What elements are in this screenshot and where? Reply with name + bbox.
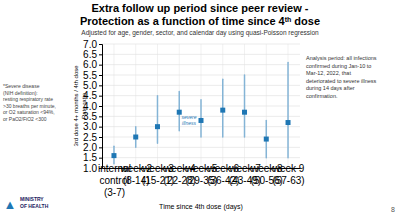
title-part: Protection as a function of time since 4 (80, 15, 286, 27)
y-tick-label: 5.0 (83, 80, 97, 91)
y-tick: 3.0 (83, 121, 102, 132)
plot: 1.01.52.02.53.03.54.04.55.05.56.06.57.0i… (83, 39, 305, 198)
severe-disease-note-line: resting respiratory rate (3, 96, 53, 102)
x-grid-line (201, 44, 202, 168)
error-bar (244, 75, 246, 137)
y-tick: 2.0 (83, 142, 102, 153)
y-tick-mark (99, 96, 102, 97)
error-bar (157, 96, 159, 144)
x-grid-line (288, 44, 289, 168)
x-grid-line (179, 44, 180, 168)
y-tick-label: 1.5 (83, 152, 97, 163)
y-axis-title-line: Rate ratio (81, 92, 87, 119)
analysis-note-line: confirmation. (306, 93, 338, 99)
point (199, 118, 204, 123)
title: Extra follow up period since peer review… (91, 2, 308, 14)
point (264, 137, 269, 142)
logo-text-line: OF HEALTH (20, 203, 49, 209)
y-tick-mark (99, 116, 102, 117)
plot-background (102, 44, 300, 168)
x-grid-line (157, 44, 158, 168)
y-tick: 2.5 (83, 132, 102, 143)
x-tick-label-line: (57-63) (272, 175, 304, 186)
y-tick-mark (99, 44, 102, 45)
y-tick: 5.0 (83, 80, 102, 91)
y-tick-label: 6.5 (83, 49, 97, 60)
analysis-note-line: during 14 days after (306, 85, 355, 91)
y-tick-mark (99, 137, 102, 138)
chart: Extra follow up period since peer review… (0, 0, 400, 217)
x-tick-label-line: (3-7) (104, 187, 125, 198)
x-axis-title: Time since 4th dose (days) (159, 203, 243, 211)
y-tick-label: 1.0 (83, 163, 97, 174)
severe-disease-note: *Severe disease(NIH definition):resting … (3, 83, 56, 122)
severe-disease-note-line: or O2 saturation <94%, (3, 109, 55, 115)
page-number: 8 (391, 206, 395, 213)
y-tick: 6.0 (83, 59, 102, 70)
x-tick-label-line: week 9 (272, 163, 305, 174)
analysis-note-line: deteriorated to severe illness (306, 78, 377, 84)
y-tick-label: 5.5 (83, 70, 97, 81)
title-part: dose (291, 15, 320, 27)
y-axis-title-line: 3rd dose 4+ months / 4th dose (73, 65, 79, 147)
logo-symbol: ▲ (4, 197, 17, 212)
analysis-note-line: Mar-12, 2022, that (306, 70, 351, 76)
point (286, 120, 291, 125)
x-grid-line (135, 44, 136, 168)
x-axis: internalcontrol(3-7)week 2(8-14)week 3(1… (98, 163, 305, 198)
y-axis-title: 3rd dose 4+ months / 4th doseRate ratio (73, 65, 87, 147)
x-grid-line (222, 44, 223, 168)
annotation-line: illness (182, 120, 196, 126)
y-tick-mark (99, 106, 102, 107)
x-tick-label: week 9(57-63) (272, 163, 305, 186)
error-bar (287, 63, 289, 158)
point (220, 108, 225, 113)
severe-disease-note-line: *Severe disease (3, 83, 40, 89)
y-tick-label: 2.5 (83, 132, 97, 143)
title-line2: Protection as a function of time since 4… (80, 15, 320, 27)
x-grid (114, 44, 288, 168)
y-tick-mark (99, 158, 102, 159)
annotation: severeillness (182, 114, 197, 126)
analysis-note-line: confirmed during Jan-10 to (306, 63, 371, 69)
y-tick: 6.5 (83, 49, 102, 60)
point (111, 153, 116, 158)
logo-text-line: MINISTRY (20, 196, 44, 202)
y-axis-line (99, 45, 103, 169)
y-tick-mark (99, 147, 102, 148)
y-tick-mark (99, 75, 102, 76)
analysis-note-line: Analysis period: all infections (306, 55, 377, 61)
x-tick: week 9(57-63) (272, 163, 305, 186)
marks (111, 63, 290, 164)
y-tick-mark (99, 85, 102, 86)
y-tick-label: 7.0 (83, 39, 97, 50)
y-tick-label: 2.0 (83, 142, 97, 153)
x-grid-line (266, 44, 267, 168)
severe-disease-note-line: (NIH definition): (3, 90, 38, 96)
logo-text: MINISTRYOF HEALTH (20, 196, 49, 209)
y-tick: 1.5 (83, 152, 102, 163)
point (155, 124, 160, 129)
y-tick-mark (99, 54, 102, 55)
y-tick-label: 3.0 (83, 121, 97, 132)
y-tick: 7.0 (83, 39, 102, 50)
subtitle: Adjusted for age, gender, sector, and ca… (81, 29, 319, 37)
point (242, 110, 247, 115)
y-tick-label: 6.0 (83, 59, 97, 70)
y-tick: 5.5 (83, 70, 102, 81)
y-tick-mark (99, 65, 102, 66)
y-grid (102, 44, 300, 168)
y-tick-mark (99, 127, 102, 128)
x-grid-line (113, 44, 114, 168)
x-grid-line (244, 44, 245, 168)
severe-disease-note-line: >30 breaths per minute, (3, 103, 56, 109)
analysis-note: Analysis period: all infections confirmed… (306, 55, 377, 99)
severe-disease-note-line: or PaO2/FiO2 <300 (3, 116, 47, 122)
point (133, 135, 138, 140)
